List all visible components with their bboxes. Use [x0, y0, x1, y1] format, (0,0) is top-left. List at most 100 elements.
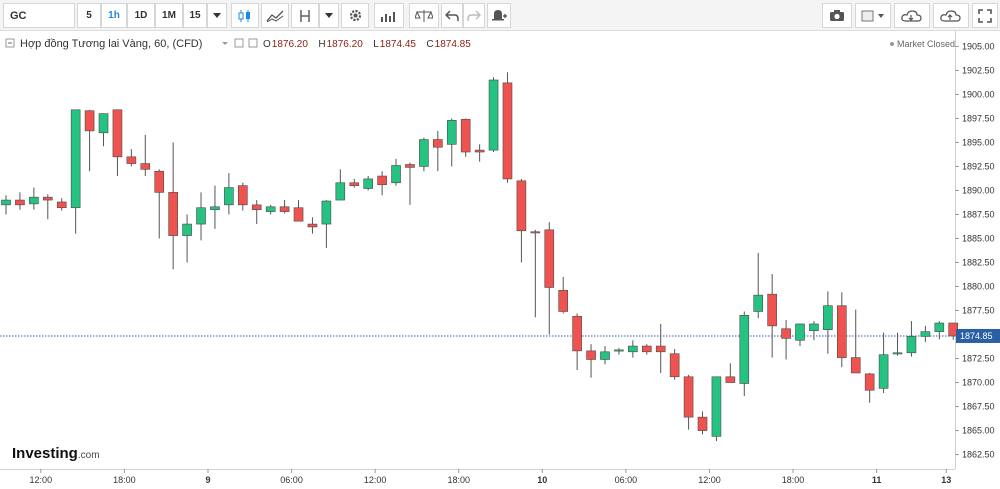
- time-tick-label: 12:00: [364, 475, 387, 485]
- price-tick-label: 1902.50: [962, 65, 995, 75]
- candle-down: [655, 323, 666, 373]
- candle-up: [920, 325, 931, 343]
- candle-body: [42, 196, 53, 201]
- candle-down: [781, 320, 791, 360]
- scale-button[interactable]: [409, 3, 439, 28]
- candle-down: [377, 171, 387, 196]
- chart-background: [0, 31, 1000, 489]
- cloud-upload-icon: [940, 9, 961, 22]
- fullscreen-button[interactable]: [972, 3, 998, 28]
- screenshot-button[interactable]: [822, 3, 852, 28]
- candle-body: [864, 373, 875, 391]
- logo-suffix: .com: [78, 450, 100, 461]
- candle-up: [70, 109, 81, 234]
- close-key: C: [426, 39, 433, 50]
- candle-body: [711, 376, 722, 437]
- cloud-load-button[interactable]: [894, 3, 930, 28]
- time-axis[interactable]: 12:00 18:00 9 06:00 12:00 18:00 10 06:00 12:00 18…: [30, 469, 952, 485]
- chart-legend: Hợp đồng Tương lai Vàng, 60, (CFD) O1876…: [5, 34, 471, 51]
- price-tick-label: 1897.50: [962, 113, 995, 123]
- settings-small-icon[interactable]: [248, 38, 258, 48]
- candle-body: [377, 175, 387, 185]
- candle-body: [920, 331, 931, 337]
- high-value: 1876.20: [327, 39, 364, 50]
- candle-body: [265, 206, 276, 212]
- candle-up: [892, 332, 903, 356]
- candle-down: [474, 144, 485, 162]
- interval-15-button[interactable]: 15: [183, 3, 207, 28]
- candle-up: [391, 158, 401, 186]
- candle-body: [655, 345, 666, 353]
- high-key: H: [318, 39, 325, 50]
- interval-1d-button[interactable]: 1D: [127, 3, 155, 28]
- settings-button[interactable]: [341, 3, 369, 28]
- candle-up: [210, 185, 220, 229]
- color-square-icon: [861, 10, 884, 21]
- candle-down: [126, 149, 137, 167]
- candle-body: [460, 119, 471, 153]
- eye-icon[interactable]: [234, 38, 244, 48]
- candle-body: [446, 120, 457, 145]
- candle-down: [140, 134, 151, 177]
- candle-up: [795, 323, 805, 347]
- chevron-down-icon: [325, 13, 333, 18]
- interval-1m-button[interactable]: 1M: [155, 3, 183, 28]
- line-chart-icon: [266, 10, 284, 22]
- drawing-tools-button[interactable]: [291, 3, 319, 28]
- candle-body: [405, 164, 415, 168]
- low-value: 1874.45: [380, 39, 417, 50]
- candle-body: [767, 293, 777, 327]
- undo-button[interactable]: [441, 3, 463, 28]
- candle-down: [349, 178, 360, 188]
- candle-body: [683, 376, 694, 418]
- cloud-download-icon: [901, 9, 922, 22]
- candle-down: [460, 118, 471, 157]
- interval-5-button[interactable]: 5: [77, 3, 101, 28]
- candle-down: [293, 200, 304, 222]
- candle-body: [98, 113, 109, 134]
- candle-body: [934, 322, 945, 332]
- cloud-save-button[interactable]: [933, 3, 969, 28]
- candle-body: [544, 229, 555, 288]
- symbol-text: GC: [10, 9, 27, 22]
- candle-body: [56, 201, 67, 209]
- candle-body: [224, 187, 234, 206]
- candle-body: [126, 156, 137, 164]
- price-tick-label: 1880.00: [962, 282, 995, 292]
- candle-body: [892, 352, 903, 355]
- symbol-input[interactable]: GC: [3, 3, 75, 28]
- indicators-button[interactable]: [261, 3, 289, 28]
- candle-up: [196, 192, 206, 241]
- price-tick-label: 1892.50: [962, 161, 995, 171]
- candle-down: [641, 344, 652, 355]
- interval-dropdown-button[interactable]: [207, 3, 227, 28]
- legend-dropdown-icon[interactable]: [222, 42, 228, 45]
- candle-body: [112, 109, 123, 158]
- chart-type-candles-button[interactable]: [231, 3, 259, 28]
- candle-up: [600, 346, 610, 365]
- candle-body: [558, 290, 569, 312]
- gear-icon: [349, 9, 361, 22]
- redo-button[interactable]: [463, 3, 485, 28]
- legend-values: O1876.20 H1876.20 L1874.45 C1874.85: [263, 34, 471, 51]
- candle-body: [906, 336, 917, 354]
- alert-button[interactable]: [487, 3, 511, 28]
- drawing-tools-dropdown[interactable]: [319, 3, 339, 28]
- candles-icon: [238, 9, 250, 22]
- interval-label: 1M: [162, 10, 176, 21]
- color-theme-button[interactable]: [855, 3, 891, 28]
- chart-toolbar: GC 5 1h 1D 1M 15: [0, 0, 1000, 31]
- compare-button[interactable]: [374, 3, 404, 28]
- candle-down: [112, 109, 123, 177]
- interval-1h-button[interactable]: 1h: [101, 3, 127, 28]
- candle-up: [419, 137, 429, 172]
- candle-body: [238, 185, 248, 206]
- low-key: L: [373, 39, 379, 50]
- price-tick-label: 1862.50: [962, 450, 995, 460]
- candle-body: [349, 182, 360, 186]
- candle-body: [1, 199, 11, 206]
- candle-down: [433, 130, 443, 172]
- price-chart[interactable]: 1905.00 1902.50 1900.00 1897.50 1895.00 1892.…: [0, 31, 1000, 489]
- candle-body: [335, 182, 346, 201]
- candle-body: [363, 178, 373, 189]
